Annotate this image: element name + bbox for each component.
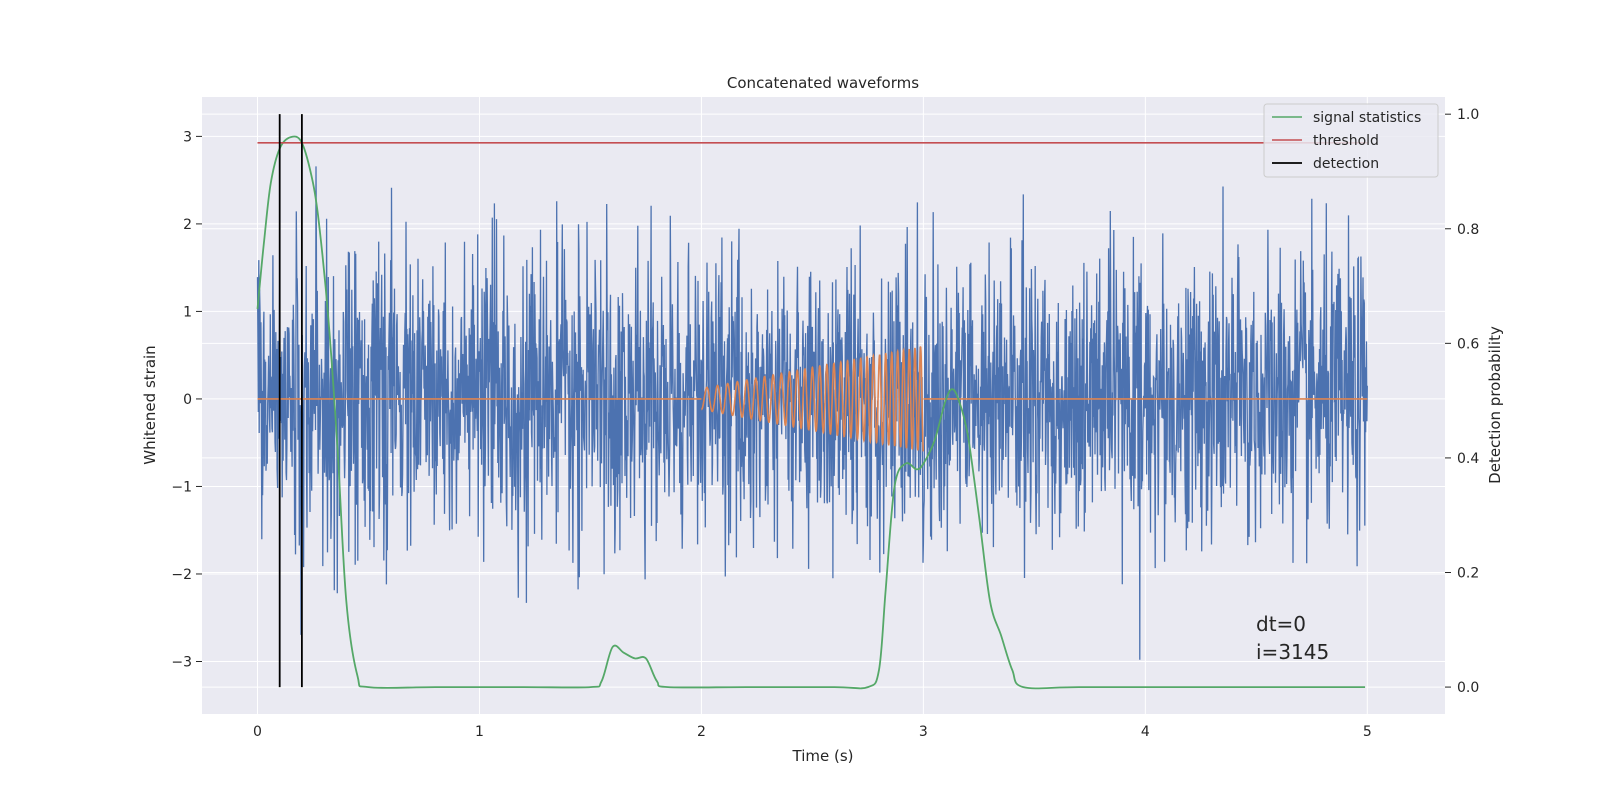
x-tick-label-4: 4 [1141,724,1150,740]
x-tick-label-1: 1 [475,724,484,740]
legend-detection-label: detection [1313,156,1379,172]
left-tick-label-2: −1 [171,479,192,495]
strain-line [256,166,1368,660]
right-tick-label-5: 1.0 [1457,107,1479,123]
template-series [257,345,1368,452]
x-axis-label: Time (s) [792,747,854,765]
right-tick-label-0: 0.0 [1457,680,1479,696]
x-axis-ticks: 0 1 2 3 4 5 [253,724,1372,740]
left-tick-label-5: 2 [183,217,192,233]
x-tick-label-0: 0 [253,724,262,740]
left-tick-label-6: 3 [183,129,192,145]
legend-box [1263,103,1439,178]
right-tick-label-1: 0.2 [1457,565,1479,581]
right-tick-label-4: 0.8 [1457,222,1479,238]
legend-threshold-label: threshold [1313,133,1379,149]
right-axis-ticks: 0.0 0.2 0.4 0.6 0.8 1.0 [1445,107,1479,696]
legend: signal statistics threshold detection [1263,103,1439,178]
annotation-dt: dt=0 [1256,612,1306,636]
x-tick-label-5: 5 [1363,724,1372,740]
chart-title: Concatenated waveforms [727,74,919,92]
left-tick-label-3: 0 [183,392,192,408]
legend-signal-label: signal statistics [1313,110,1421,126]
right-tick-label-2: 0.4 [1457,451,1479,467]
strain-series [256,166,1368,660]
y2-axis-label: Detection probability [1486,326,1504,484]
left-tick-label-1: −2 [171,567,192,583]
annotation-index: i=3145 [1256,640,1329,664]
template-chirp [701,345,925,452]
left-tick-label-0: −3 [171,654,192,670]
right-tick-label-3: 0.6 [1457,336,1479,352]
signal-statistics-series [256,135,1366,690]
left-axis-ticks: −3 −2 −1 0 1 2 3 [171,129,202,670]
signal-statistics-line [256,135,1366,690]
x-tick-label-2: 2 [697,724,706,740]
y-axis-label: Whitened strain [141,345,159,464]
detection-series [278,114,303,688]
left-tick-label-4: 1 [183,304,192,320]
x-tick-label-3: 3 [919,724,928,740]
